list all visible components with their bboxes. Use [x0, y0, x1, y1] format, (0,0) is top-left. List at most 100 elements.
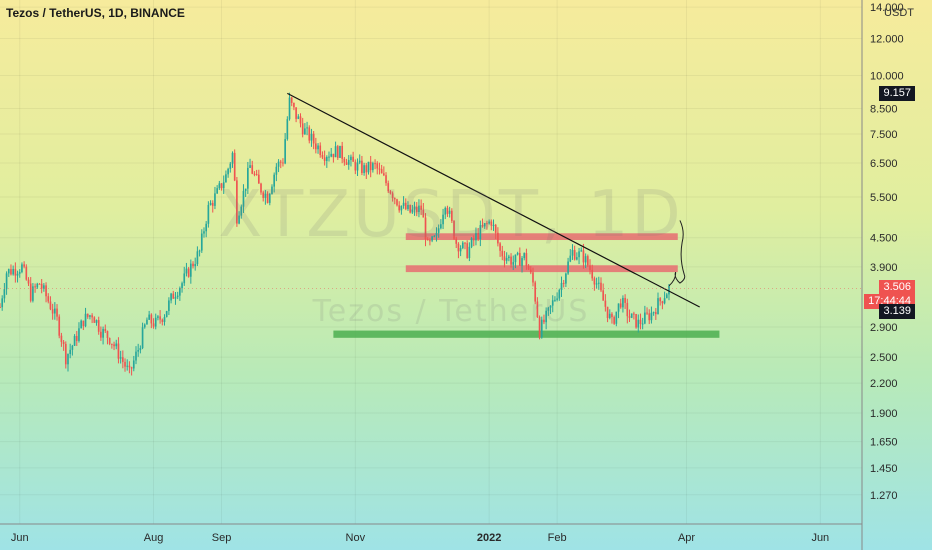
candle-body [183, 273, 186, 284]
candle-body [299, 116, 302, 124]
candle-body [141, 327, 144, 349]
candle-body [108, 337, 111, 344]
candle-body [27, 279, 30, 284]
candle-body [556, 298, 558, 300]
candle-body [286, 119, 289, 140]
candle-body [483, 223, 486, 227]
support-zone [333, 330, 720, 338]
candle-body [91, 315, 93, 318]
candle-body [102, 328, 104, 338]
candle-body [179, 288, 181, 296]
y-tick-label: 1.900 [870, 408, 898, 420]
candle-body [211, 202, 214, 206]
candle-body [622, 297, 624, 308]
candle-body [363, 165, 365, 173]
candle-body [130, 367, 133, 369]
candle-body [615, 311, 618, 324]
candle-body [444, 207, 447, 215]
candle-body [222, 182, 225, 189]
candle-body [203, 231, 205, 234]
candle-body [369, 161, 372, 171]
candle-body [404, 202, 407, 210]
candle-body [152, 323, 155, 327]
candle-body [490, 221, 493, 226]
candle-body [135, 351, 137, 361]
drawings [0, 92, 862, 308]
candle-body [51, 309, 54, 314]
candle-body [492, 224, 495, 226]
candle-body [45, 285, 47, 297]
candle-body [582, 250, 585, 263]
candle-body [499, 243, 501, 251]
candle-body [565, 273, 567, 284]
candle-body [391, 193, 394, 199]
candle-body [139, 348, 142, 351]
candle-body [18, 272, 21, 274]
candle-body [14, 268, 17, 276]
x-tick-label: Jun [811, 532, 829, 544]
candle-body [451, 210, 453, 221]
candle-body [602, 290, 605, 301]
projection-path [668, 220, 686, 287]
candle-body [253, 173, 256, 175]
candle-body [516, 253, 519, 255]
candle-body [646, 312, 648, 314]
candle-body [36, 283, 39, 288]
candle-body [580, 250, 583, 252]
candle-body [321, 155, 324, 158]
candle-body [284, 139, 286, 164]
candle-body [433, 235, 436, 237]
candle-body [277, 161, 280, 167]
candle-body [415, 206, 418, 213]
candle-body [378, 168, 381, 170]
currency-label[interactable]: USDT [884, 7, 914, 19]
candle-body [174, 297, 177, 299]
candle-body [347, 160, 350, 165]
candle-body [514, 254, 517, 263]
candle-body [304, 128, 306, 135]
candle-body [225, 174, 227, 183]
candle-body [633, 313, 635, 315]
candle-body [597, 282, 600, 284]
candle-body [165, 311, 168, 318]
y-tick-label: 1.270 [870, 490, 898, 502]
candle-body [529, 269, 532, 273]
candle-body [635, 314, 637, 328]
candle-body [29, 283, 32, 301]
candle-body [437, 228, 440, 233]
candle-body [240, 206, 243, 216]
candle-body [576, 257, 578, 260]
candle-body [34, 286, 36, 288]
candle-body [589, 265, 591, 270]
candle-body [431, 236, 433, 241]
candle-body [266, 193, 269, 203]
candle-body [73, 335, 76, 346]
candle-body [38, 283, 41, 285]
candle-body [12, 268, 14, 275]
candle-body [536, 301, 539, 317]
candle-body [639, 319, 642, 324]
candle-body [600, 282, 602, 291]
candle-body [308, 127, 311, 141]
candle-body [84, 313, 87, 327]
candle-body [271, 186, 273, 194]
candle-body [104, 328, 107, 332]
candle-body [630, 313, 633, 318]
candle-body [328, 156, 330, 158]
candle-body [143, 324, 146, 328]
candle-body [279, 161, 282, 163]
candle-body [446, 207, 449, 214]
candle-body [648, 313, 651, 321]
candle-body [591, 269, 594, 279]
candle-body [323, 157, 326, 162]
candle-body [628, 316, 631, 318]
candle-body [508, 256, 510, 259]
candle-body [571, 249, 574, 256]
candle-body [545, 310, 547, 323]
candles [0, 92, 670, 376]
candle-body [644, 312, 646, 324]
resistance-zone [405, 233, 678, 241]
candle-body [400, 205, 403, 211]
candle-body [453, 220, 455, 239]
